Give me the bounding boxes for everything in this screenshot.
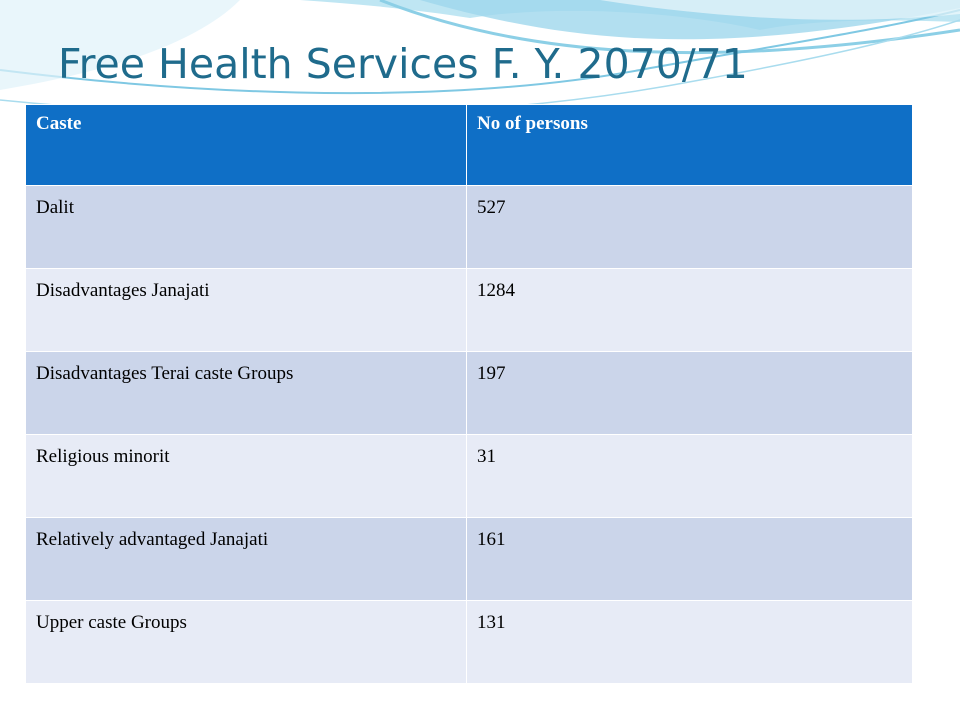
- table-row: Disadvantages Janajati 1284: [25, 268, 913, 352]
- column-header-caste: Caste: [25, 104, 467, 186]
- table-row: Dalit 527: [25, 185, 913, 269]
- persons-cell: 131: [466, 600, 913, 684]
- table-row: Relatively advantaged Janajati 161: [25, 517, 913, 601]
- table-row: Religious minorit 31: [25, 434, 913, 518]
- caste-cell: Relatively advantaged Janajati: [25, 517, 467, 601]
- caste-cell: Disadvantages Terai caste Groups: [25, 351, 467, 435]
- persons-cell: 197: [466, 351, 913, 435]
- slide-title: Free Health Services F. Y. 2070/71: [58, 40, 748, 88]
- table-row: Upper caste Groups 131: [25, 600, 913, 684]
- header-wave-decoration: [0, 0, 960, 117]
- persons-cell: 527: [466, 185, 913, 269]
- caste-cell: Religious minorit: [25, 434, 467, 518]
- caste-cell: Disadvantages Janajati: [25, 268, 467, 352]
- caste-cell: Dalit: [25, 185, 467, 269]
- persons-cell: 1284: [466, 268, 913, 352]
- table-header-row: Caste No of persons: [25, 104, 913, 186]
- persons-cell: 31: [466, 434, 913, 518]
- free-health-services-table: Caste No of persons Dalit 527 Disadvanta…: [25, 104, 913, 684]
- column-header-no-of-persons: No of persons: [466, 104, 913, 186]
- table-row: Disadvantages Terai caste Groups 197: [25, 351, 913, 435]
- persons-cell: 161: [466, 517, 913, 601]
- caste-cell: Upper caste Groups: [25, 600, 467, 684]
